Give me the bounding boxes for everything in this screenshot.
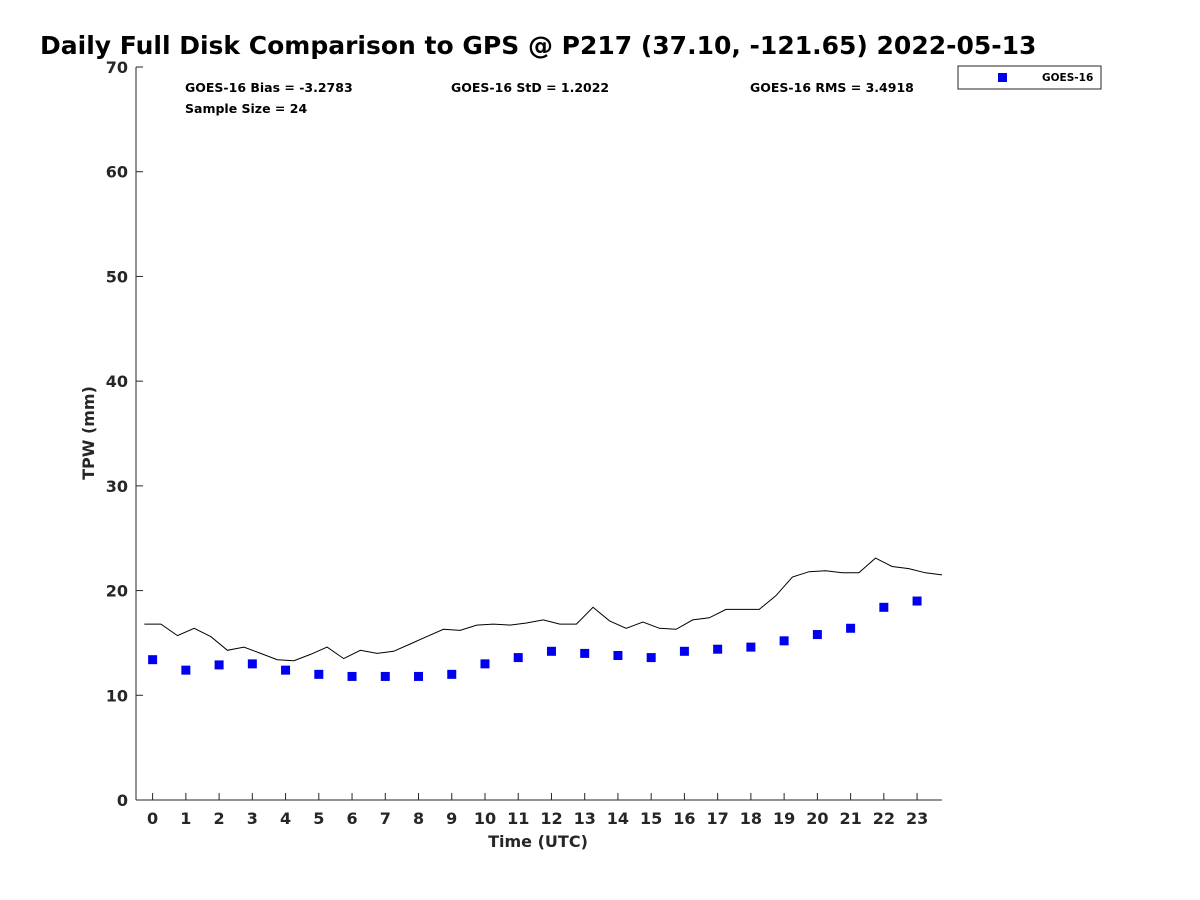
goes16-point	[846, 623, 856, 633]
x-tick-label: 15	[640, 809, 662, 828]
std-stat: GOES-16 StD = 1.2022	[451, 80, 609, 95]
x-tick-label: 20	[806, 809, 828, 828]
goes16-point	[812, 630, 822, 640]
goes16-point	[347, 671, 357, 681]
chart-title: Daily Full Disk Comparison to GPS @ P217…	[40, 31, 1036, 60]
series-layer	[144, 557, 943, 681]
bias-stat: GOES-16 Bias = -3.2783	[185, 80, 353, 95]
x-tick-label: 16	[673, 809, 695, 828]
goes16-point	[879, 602, 889, 612]
goes16-point	[513, 653, 523, 663]
y-tick-label: 60	[106, 163, 128, 182]
x-tick-label: 12	[540, 809, 562, 828]
x-tick-label: 1	[180, 809, 191, 828]
goes16-point	[646, 653, 656, 663]
goes16-point	[281, 665, 291, 675]
x-axis-label: Time (UTC)	[488, 832, 588, 851]
x-tick-label: 18	[740, 809, 762, 828]
rms-stat: GOES-16 RMS = 3.4918	[750, 80, 914, 95]
goes16-point	[414, 671, 424, 681]
y-tick-label: 40	[106, 372, 128, 391]
y-axis-label: TPW (mm)	[79, 386, 98, 480]
sample-size-stat: Sample Size = 24	[185, 101, 307, 116]
goes16-point	[148, 655, 158, 665]
legend-marker	[998, 73, 1007, 82]
goes16-point	[181, 665, 191, 675]
y-tick-label: 10	[106, 686, 128, 705]
goes16-point	[912, 596, 922, 606]
y-tick-label: 70	[106, 58, 128, 77]
x-tick-label: 6	[346, 809, 357, 828]
goes16-point	[314, 669, 324, 679]
goes16-point	[679, 646, 689, 656]
x-tick-label: 7	[380, 809, 391, 828]
x-tick-label: 8	[413, 809, 424, 828]
x-tick-label: 23	[906, 809, 928, 828]
x-tick-label: 21	[839, 809, 861, 828]
goes16-point	[380, 671, 390, 681]
goes16-point	[247, 659, 257, 669]
plot-area	[135, 67, 942, 801]
goes16-point	[214, 660, 224, 670]
x-tick-label: 17	[707, 809, 729, 828]
y-ticks: 0 10 20 30 40 50 60 70	[106, 58, 143, 810]
x-tick-label: 19	[773, 809, 795, 828]
legend-box	[957, 65, 1102, 90]
x-tick-label: 13	[574, 809, 596, 828]
x-tick-label: 9	[446, 809, 457, 828]
y-tick-label: 30	[106, 477, 128, 496]
goes16-point	[580, 648, 590, 658]
gps-line	[144, 557, 943, 662]
goes16-point	[746, 642, 756, 652]
x-tick-label: 22	[873, 809, 895, 828]
goes16-point	[779, 636, 789, 646]
x-ticks: 0 1 2 3 4 5 6 7 8 9 10 11 12 13 14 15 16 17 18 19 20 21 22 23	[147, 793, 928, 828]
x-tick-label: 10	[474, 809, 496, 828]
x-tick-label: 14	[607, 809, 629, 828]
x-tick-label: 0	[147, 809, 158, 828]
goes16-point	[613, 650, 623, 660]
goes16-point	[480, 659, 490, 669]
x-tick-label: 2	[214, 809, 225, 828]
goes16-point	[546, 646, 556, 656]
x-tick-label: 4	[280, 809, 291, 828]
x-tick-label: 11	[507, 809, 529, 828]
x-tick-label: 5	[313, 809, 324, 828]
goes16-point	[713, 644, 723, 654]
y-tick-label: 50	[106, 267, 128, 286]
legend-label: GOES-16	[1042, 72, 1093, 84]
x-tick-label: 3	[247, 809, 258, 828]
goes16-point	[447, 669, 457, 679]
legend: GOES-16	[957, 65, 1102, 90]
y-tick-label: 20	[106, 582, 128, 601]
y-tick-label: 0	[117, 791, 128, 810]
